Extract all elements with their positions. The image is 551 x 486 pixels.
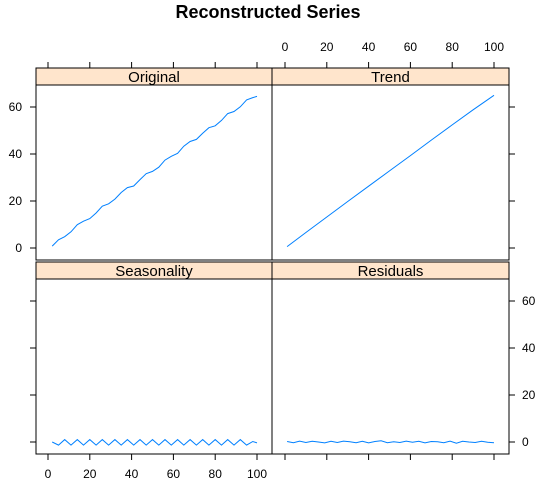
x-tick-label-top-0: 0 (282, 40, 289, 54)
y-tick-label-left-60: 60 (9, 100, 23, 114)
strip-label-original: Original (128, 69, 180, 86)
y-tick-label-left-40: 40 (9, 147, 23, 161)
series-line-trend (286, 94, 495, 248)
y-tick-label-right-40: 40 (522, 341, 536, 355)
x-tick-label-top-100: 100 (484, 40, 504, 54)
x-tick-label-bottom-20: 20 (83, 467, 97, 481)
chart-title: Reconstructed Series (175, 2, 360, 22)
x-tick-label-top-20: 20 (320, 40, 334, 54)
panels-group: Original Trend Seasonality Residuals 0 0 20 20 4… (9, 40, 536, 481)
y-tick-label-left-0: 0 (15, 241, 22, 255)
x-tick-label-bottom-0: 0 (45, 467, 52, 481)
y-tick-label-right-0: 0 (522, 435, 529, 449)
x-tick-label-bottom-100: 100 (247, 467, 267, 481)
strip-label-seasonality: Seasonality (115, 263, 193, 280)
panel-frame-residuals (271, 278, 510, 455)
series-line-original (51, 95, 258, 247)
y-tick-label-right-60: 60 (522, 294, 536, 308)
y-tick-label-left-20: 20 (9, 194, 23, 208)
series-line-residuals (287, 440, 495, 444)
panel-frame-original (35, 84, 273, 261)
x-tick-label-bottom-80: 80 (209, 467, 223, 481)
series-line-seasonality (51, 438, 258, 446)
panel-frame-seasonality (35, 278, 273, 455)
x-tick-label-bottom-60: 60 (167, 467, 181, 481)
y-tick-label-right-20: 20 (522, 388, 536, 402)
x-tick-label-bottom-40: 40 (125, 467, 139, 481)
strip-label-residuals: Residuals (358, 263, 424, 280)
panel-frame-trend (271, 84, 510, 261)
x-tick-label-top-40: 40 (362, 40, 376, 54)
x-tick-label-top-80: 80 (446, 40, 460, 54)
x-tick-label-top-60: 60 (404, 40, 418, 54)
strip-label-trend: Trend (371, 69, 410, 86)
